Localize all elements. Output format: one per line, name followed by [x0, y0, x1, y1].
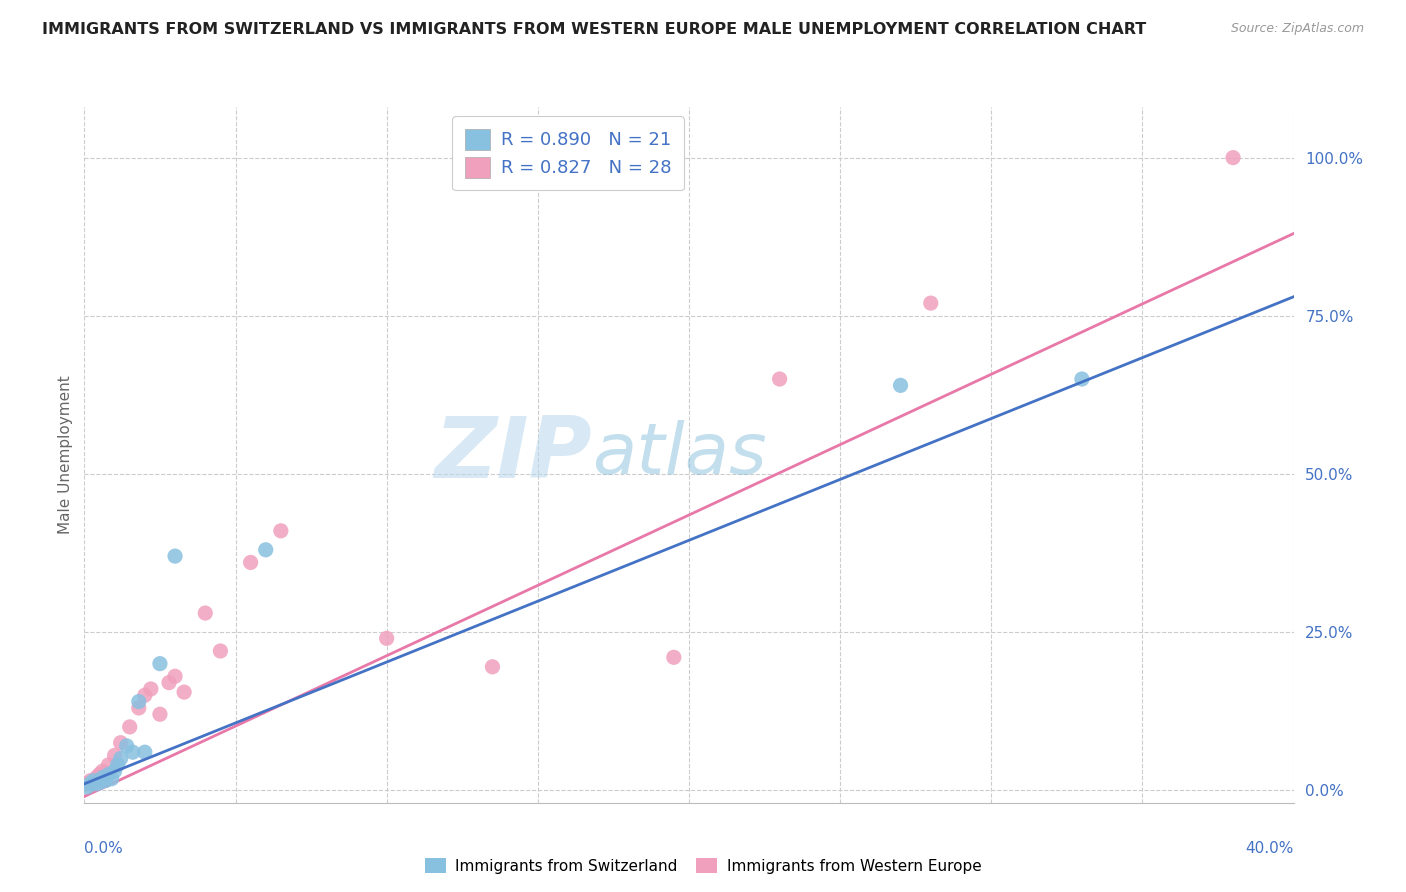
Point — [100, 772, 122, 786]
Point — [920, 296, 942, 310]
Point — [76, 777, 98, 791]
Point — [375, 632, 398, 646]
Point — [209, 644, 232, 658]
Point — [134, 745, 156, 759]
Point — [128, 701, 150, 715]
Point — [104, 764, 127, 779]
Point — [149, 707, 172, 722]
Text: 40.0%: 40.0% — [1246, 841, 1294, 856]
Text: IMMIGRANTS FROM SWITZERLAND VS IMMIGRANTS FROM WESTERN EUROPE MALE UNEMPLOYMENT : IMMIGRANTS FROM SWITZERLAND VS IMMIGRANT… — [42, 22, 1146, 37]
Point — [662, 650, 685, 665]
Point — [79, 777, 101, 791]
Point — [149, 657, 172, 671]
Text: ZIP: ZIP — [434, 413, 592, 497]
Point — [239, 556, 262, 570]
Point — [91, 764, 114, 779]
Point — [94, 773, 117, 788]
Point — [82, 777, 104, 791]
Point — [89, 775, 111, 789]
Legend: Immigrants from Switzerland, Immigrants from Western Europe: Immigrants from Switzerland, Immigrants … — [419, 852, 987, 880]
Point — [97, 757, 120, 772]
Point — [76, 780, 98, 794]
Point — [1222, 151, 1244, 165]
Point — [89, 767, 111, 781]
Point — [254, 542, 277, 557]
Point — [163, 669, 186, 683]
Point — [173, 685, 195, 699]
Point — [86, 777, 108, 791]
Point — [121, 745, 143, 759]
Point — [1071, 372, 1094, 386]
Text: 0.0%: 0.0% — [84, 841, 124, 856]
Point — [94, 767, 117, 781]
Point — [118, 720, 141, 734]
Point — [134, 688, 156, 702]
Point — [82, 773, 104, 788]
Point — [163, 549, 186, 563]
Point — [128, 695, 150, 709]
Point — [115, 739, 138, 753]
Point — [769, 372, 792, 386]
Point — [104, 748, 127, 763]
Y-axis label: Male Unemployment: Male Unemployment — [58, 376, 73, 534]
Point — [157, 675, 180, 690]
Text: atlas: atlas — [592, 420, 766, 490]
Legend: R = 0.890   N = 21, R = 0.827   N = 28: R = 0.890 N = 21, R = 0.827 N = 28 — [453, 116, 683, 190]
Point — [91, 771, 114, 785]
Point — [481, 660, 503, 674]
Point — [79, 773, 101, 788]
Point — [86, 771, 108, 785]
Point — [107, 757, 129, 772]
Point — [270, 524, 292, 538]
Point — [97, 767, 120, 781]
Point — [139, 681, 162, 696]
Text: Source: ZipAtlas.com: Source: ZipAtlas.com — [1230, 22, 1364, 36]
Point — [110, 751, 132, 765]
Point — [194, 606, 217, 620]
Point — [890, 378, 912, 392]
Point — [110, 736, 132, 750]
